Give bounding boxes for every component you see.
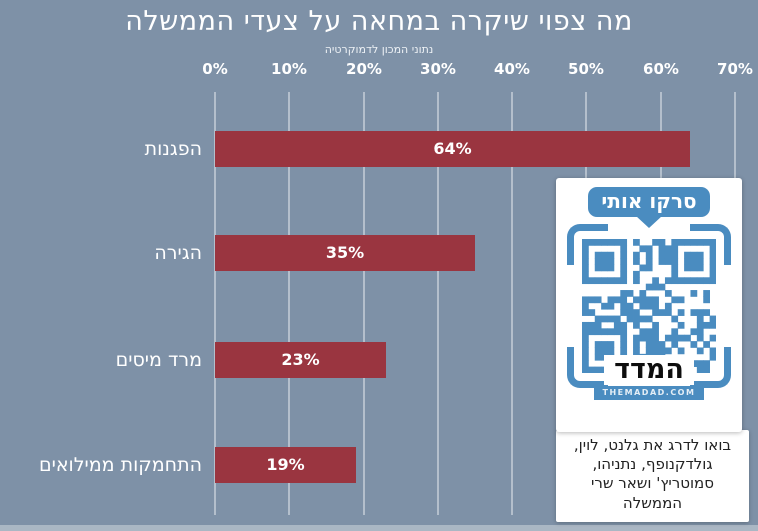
axis-tick-label: 50% xyxy=(568,60,604,78)
gridline xyxy=(214,92,216,515)
qr-corner-bracket-icon xyxy=(690,224,731,265)
axis-tick-label: 40% xyxy=(494,60,530,78)
gridline xyxy=(288,92,290,515)
category-label: התחמקות ממילואים xyxy=(39,454,202,476)
themadad-domain: THEMADAD.COM xyxy=(593,386,705,400)
gridline xyxy=(437,92,439,515)
bar-tax-revolt: 23% xyxy=(215,342,386,378)
themadad-logo: המדד xyxy=(604,355,694,385)
qr-promo-card: סרקו אותי המדד THEMADAD.COM xyxy=(556,178,742,432)
bar-emigration: 35% xyxy=(215,235,475,271)
category-label: הגירה xyxy=(154,242,202,264)
axis-tick-label: 10% xyxy=(271,60,307,78)
bar-value-label: 64% xyxy=(433,139,472,158)
chart-title: מה צפוי שיקרה במחאה על צעדי הממשלה xyxy=(125,6,633,37)
axis-tick-label: 0% xyxy=(202,60,228,78)
axis-tick-label: 20% xyxy=(346,60,382,78)
bar-value-label: 23% xyxy=(281,350,320,369)
bubble-tail-icon xyxy=(635,216,662,228)
caption-text: בואו לדרג את גלנט, לוין, גולדקנופף, נתני… xyxy=(573,436,732,512)
axis-tick-label: 30% xyxy=(420,60,456,78)
chart-subtitle: נתוני המכון לדמוקרטיה xyxy=(324,43,434,56)
qr-corner-bracket-icon xyxy=(567,224,608,265)
bar-value-label: 35% xyxy=(325,243,365,262)
axis-tick-label: 70% xyxy=(717,60,753,78)
gridline xyxy=(511,92,513,515)
bar-reserve-duty-evasion: 19% xyxy=(215,447,356,483)
bar-value-label: 19% xyxy=(266,455,305,474)
bottom-edge-strip xyxy=(0,525,758,531)
qr-corner-bracket-icon xyxy=(690,347,731,388)
scan-me-label: סרקו אותי xyxy=(601,189,697,213)
scan-me-bubble: סרקו אותי xyxy=(588,187,710,228)
qr-corner-bracket-icon xyxy=(567,347,608,388)
category-label: הפגנות xyxy=(144,138,202,160)
axis-tick-label: 60% xyxy=(643,60,679,78)
category-label: מרד מיסים xyxy=(115,349,202,371)
gridline xyxy=(363,92,365,515)
caption-card: בואו לדרג את גלנט, לוין, גולדקנופף, נתני… xyxy=(556,430,749,522)
bar-demonstrations: 64% xyxy=(215,131,690,167)
